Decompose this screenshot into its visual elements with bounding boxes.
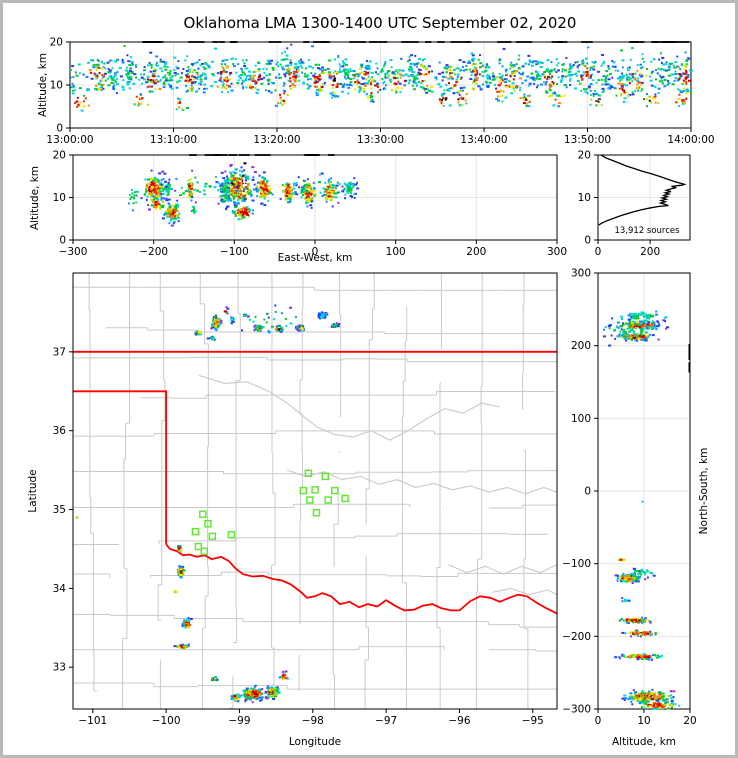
map-state-borders — [73, 350, 558, 615]
ns-xlabel: Altitude, km — [612, 736, 676, 748]
ew-xlabel: East-West, km — [278, 252, 353, 264]
map-county-lines — [73, 273, 557, 709]
ew-ylabel: Altitude, km — [29, 166, 41, 230]
time-height-axes: 13:00:00 13:10:00 13:20:00 13:30:00 13:40:00… — [46, 37, 714, 147]
svg-text:14:00:00: 14:00:00 — [667, 134, 714, 146]
svg-text:13:30:00: 13:30:00 — [357, 134, 404, 146]
ns-ylabel: North-South, km — [698, 448, 710, 535]
hist-source-count: 13,912 sources — [614, 226, 680, 236]
svg-text:13:50:00: 13:50:00 — [564, 134, 611, 146]
svg-text:0: 0 — [595, 246, 602, 258]
svg-text:20: 20 — [578, 150, 591, 162]
map-ylabel: Latitude — [27, 469, 39, 512]
map-xlabel: Longitude — [289, 736, 341, 748]
render-root: 13:00:00 13:10:00 13:20:00 13:30:00 13:40:00… — [46, 37, 714, 728]
svg-text:0: 0 — [56, 123, 63, 135]
svg-text:10: 10 — [50, 80, 63, 92]
map-lightning-points — [75, 304, 341, 704]
plot-svg: 13:00:00 13:10:00 13:20:00 13:30:00 13:40:00… — [27, 14, 715, 748]
altitude-histogram-axes: 0 200 0 10 20 — [578, 150, 691, 258]
svg-text:200: 200 — [640, 246, 660, 258]
svg-text:−300: −300 — [59, 246, 88, 258]
ns-height-points — [602, 310, 691, 710]
figure-title: Oklahoma LMA 1300-1400 UTC September 02,… — [184, 14, 577, 32]
svg-text:−100: −100 — [220, 246, 249, 258]
altitude-histogram-curve — [598, 154, 687, 226]
svg-text:10: 10 — [578, 192, 591, 204]
svg-text:20: 20 — [50, 37, 63, 49]
map-station-markers — [191, 469, 349, 556]
svg-text:20: 20 — [53, 150, 66, 162]
svg-text:100: 100 — [386, 246, 406, 258]
time-height-points — [69, 41, 693, 112]
svg-text:13:10:00: 13:10:00 — [150, 134, 197, 146]
ew-height-points — [127, 154, 360, 227]
svg-text:300: 300 — [547, 246, 567, 258]
map-rivers — [198, 374, 558, 596]
svg-text:13:20:00: 13:20:00 — [253, 134, 300, 146]
svg-text:10: 10 — [53, 192, 66, 204]
svg-text:200: 200 — [466, 246, 486, 258]
time-ylabel: Altitude, km — [37, 53, 49, 117]
svg-text:0: 0 — [584, 235, 591, 247]
svg-text:−200: −200 — [139, 246, 168, 258]
svg-text:13:40:00: 13:40:00 — [460, 134, 507, 146]
svg-text:0: 0 — [59, 235, 66, 247]
svg-text:13:00:00: 13:00:00 — [46, 134, 93, 146]
svg-text:0: 0 — [312, 246, 319, 258]
